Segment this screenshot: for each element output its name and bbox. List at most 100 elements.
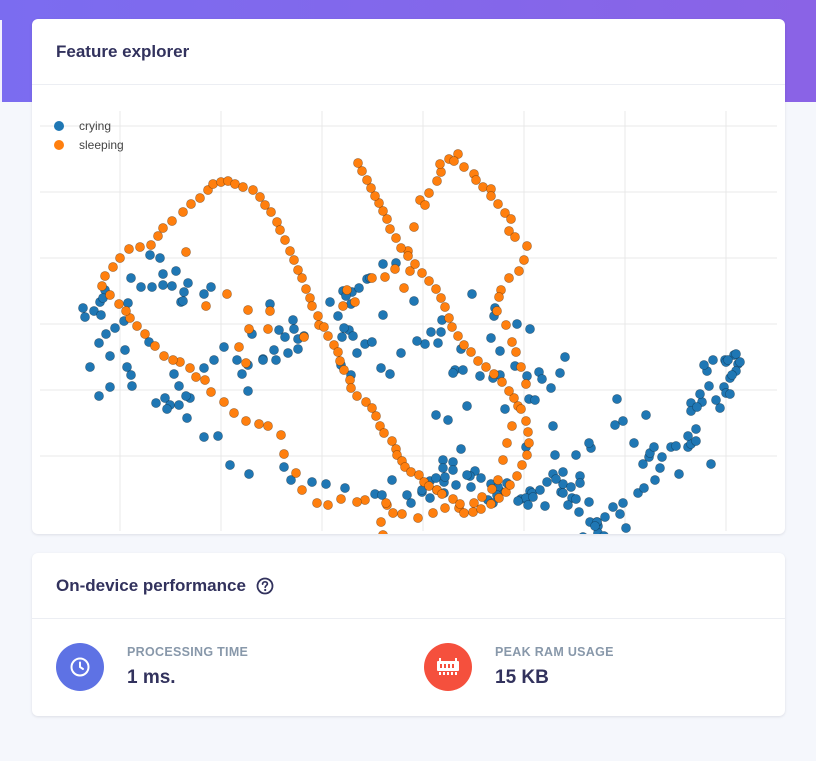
point-sleeping-11[interactable]: [338, 301, 348, 311]
point-crying-58[interactable]: [378, 310, 388, 320]
point-crying-61[interactable]: [325, 297, 335, 307]
point-crying-198[interactable]: [213, 431, 223, 441]
point-sleeping-26[interactable]: [435, 159, 445, 169]
point-sleeping-202[interactable]: [353, 158, 363, 168]
point-crying-17[interactable]: [89, 306, 99, 316]
point-sleeping-86[interactable]: [200, 375, 210, 385]
point-sleeping-120[interactable]: [260, 200, 270, 210]
point-crying-219[interactable]: [451, 480, 461, 490]
point-crying-33[interactable]: [179, 287, 189, 297]
point-sleeping-170[interactable]: [524, 438, 534, 448]
point-crying-167[interactable]: [495, 346, 505, 356]
point-crying-233[interactable]: [590, 521, 600, 531]
point-sleeping-39[interactable]: [504, 226, 514, 236]
point-crying-29[interactable]: [147, 282, 157, 292]
point-crying-154[interactable]: [563, 500, 573, 510]
point-crying-105[interactable]: [528, 492, 538, 502]
point-sleeping-171[interactable]: [523, 427, 533, 437]
point-crying-80[interactable]: [560, 352, 570, 362]
point-crying-204[interactable]: [321, 479, 331, 489]
point-crying-146[interactable]: [618, 416, 628, 426]
point-sleeping-132[interactable]: [313, 311, 323, 321]
point-crying-35[interactable]: [145, 250, 155, 260]
point-sleeping-67[interactable]: [378, 530, 388, 540]
point-sleeping-40[interactable]: [510, 232, 520, 242]
point-crying-203[interactable]: [307, 477, 317, 487]
point-sleeping-95[interactable]: [125, 313, 135, 323]
point-sleeping-56[interactable]: [498, 455, 508, 465]
point-crying-16[interactable]: [78, 303, 88, 313]
point-crying-161[interactable]: [530, 395, 540, 405]
point-crying-38[interactable]: [171, 266, 181, 276]
point-crying-177[interactable]: [367, 337, 377, 347]
point-crying-246[interactable]: [649, 442, 659, 452]
point-crying-59[interactable]: [409, 296, 419, 306]
point-sleeping-18[interactable]: [405, 266, 415, 276]
point-crying-54[interactable]: [333, 311, 343, 321]
point-crying-201[interactable]: [279, 462, 289, 472]
point-crying-155[interactable]: [558, 488, 568, 498]
point-crying-49[interactable]: [243, 386, 253, 396]
point-crying-185[interactable]: [289, 324, 299, 334]
point-sleeping-198[interactable]: [370, 191, 380, 201]
point-sleeping-165[interactable]: [501, 487, 511, 497]
point-sleeping-63[interactable]: [428, 508, 438, 518]
point-crying-102[interactable]: [540, 501, 550, 511]
point-crying-113[interactable]: [584, 497, 594, 507]
point-sleeping-65[interactable]: [397, 509, 407, 519]
point-sleeping-22[interactable]: [420, 200, 430, 210]
point-crying-221[interactable]: [466, 482, 476, 492]
point-crying-156[interactable]: [550, 450, 560, 460]
point-crying-91[interactable]: [448, 465, 458, 475]
point-sleeping-58[interactable]: [487, 484, 497, 494]
point-sleeping-127[interactable]: [293, 265, 303, 275]
point-sleeping-32[interactable]: [471, 175, 481, 185]
point-crying-170[interactable]: [436, 327, 446, 337]
point-crying-153[interactable]: [574, 507, 584, 517]
point-sleeping-190[interactable]: [410, 259, 420, 269]
point-sleeping-123[interactable]: [275, 225, 285, 235]
point-sleeping-188[interactable]: [424, 276, 434, 286]
point-crying-256[interactable]: [723, 355, 733, 365]
point-crying-228[interactable]: [566, 482, 576, 492]
point-crying-134[interactable]: [708, 355, 718, 365]
point-crying-178[interactable]: [348, 331, 358, 341]
point-crying-239[interactable]: [618, 498, 628, 508]
point-crying-18[interactable]: [80, 312, 90, 322]
point-crying-122[interactable]: [657, 452, 667, 462]
point-sleeping-98[interactable]: [105, 290, 115, 300]
point-sleeping-101[interactable]: [108, 262, 118, 272]
point-sleeping-28[interactable]: [453, 149, 463, 159]
point-sleeping-157[interactable]: [437, 489, 447, 499]
point-crying-130[interactable]: [704, 381, 714, 391]
point-sleeping-102[interactable]: [115, 253, 125, 263]
point-sleeping-64[interactable]: [413, 513, 423, 523]
point-crying-81[interactable]: [555, 368, 565, 378]
point-sleeping-44[interactable]: [504, 273, 514, 283]
point-crying-12[interactable]: [94, 391, 104, 401]
point-sleeping-46[interactable]: [494, 292, 504, 302]
point-sleeping-83[interactable]: [229, 408, 239, 418]
point-crying-168[interactable]: [486, 333, 496, 343]
point-sleeping-189[interactable]: [417, 268, 427, 278]
point-crying-69[interactable]: [433, 338, 443, 348]
point-sleeping-79[interactable]: [276, 430, 286, 440]
point-sleeping-191[interactable]: [403, 251, 413, 261]
point-sleeping-160[interactable]: [459, 508, 469, 518]
point-crying-197[interactable]: [199, 432, 209, 442]
point-sleeping-185[interactable]: [440, 302, 450, 312]
point-crying-187[interactable]: [280, 332, 290, 342]
legend-item-crying[interactable]: crying: [54, 116, 124, 135]
point-sleeping-137[interactable]: [335, 356, 345, 366]
point-sleeping-179[interactable]: [473, 356, 483, 366]
point-crying-79[interactable]: [548, 421, 558, 431]
point-sleeping-141[interactable]: [352, 391, 362, 401]
point-sleeping-100[interactable]: [100, 271, 110, 281]
point-sleeping-76[interactable]: [297, 485, 307, 495]
point-crying-34[interactable]: [178, 296, 188, 306]
point-crying-243[interactable]: [650, 475, 660, 485]
point-sleeping-104[interactable]: [135, 242, 145, 252]
question-circle-icon[interactable]: [256, 577, 274, 595]
point-sleeping-73[interactable]: [336, 494, 346, 504]
point-sleeping-6[interactable]: [244, 324, 254, 334]
